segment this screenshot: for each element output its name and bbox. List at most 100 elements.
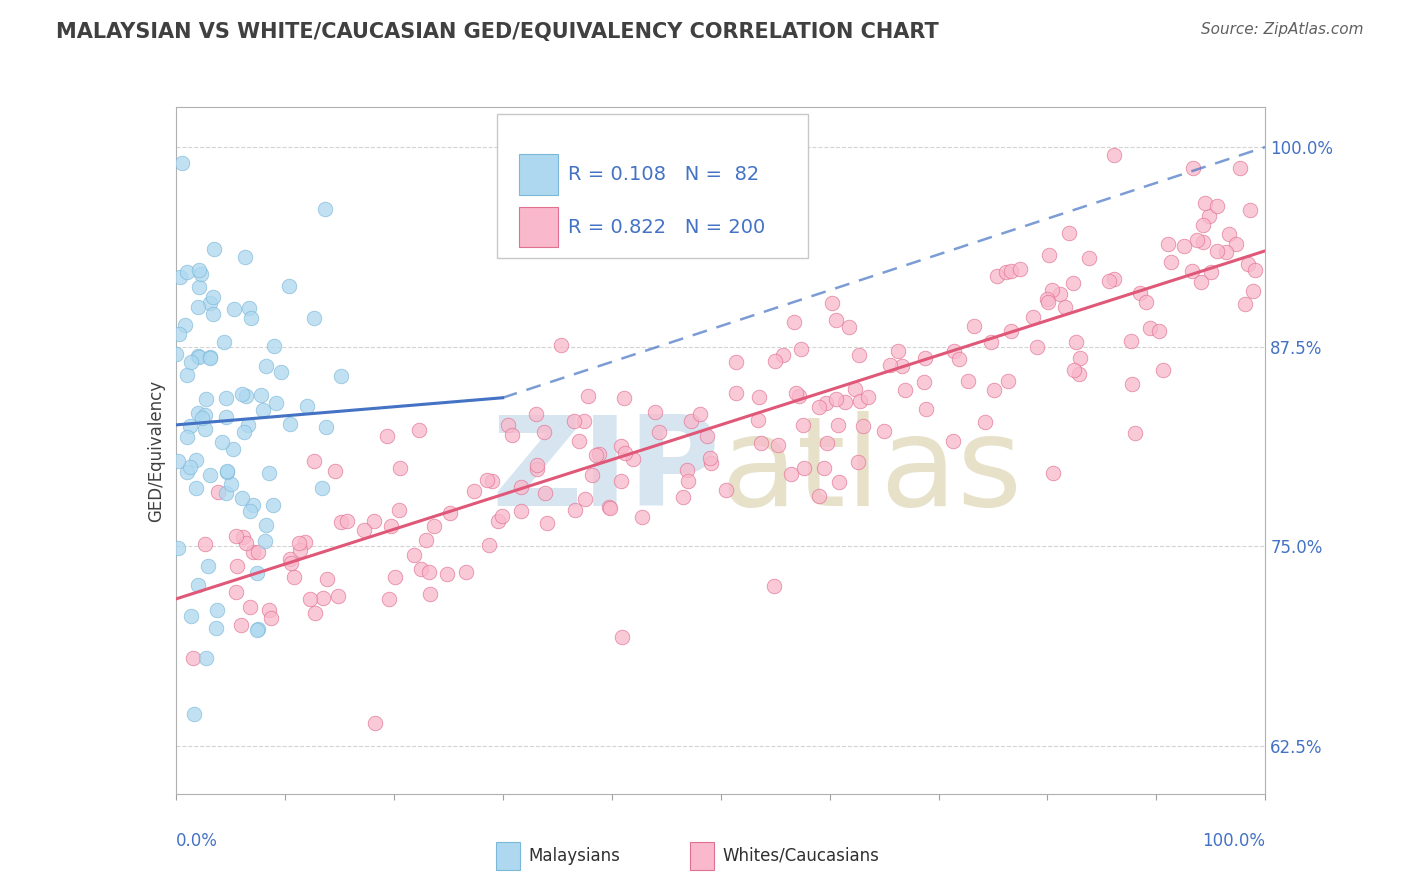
Point bbox=[621, 451, 644, 466]
Y-axis label: GED/Equivalency: GED/Equivalency bbox=[146, 379, 165, 522]
Point bbox=[187, 300, 209, 314]
Point bbox=[380, 519, 402, 533]
Point bbox=[353, 523, 375, 537]
Point bbox=[280, 556, 302, 570]
Point bbox=[330, 515, 353, 529]
Point bbox=[180, 608, 202, 623]
Point bbox=[574, 491, 596, 506]
Point bbox=[277, 278, 299, 293]
Point bbox=[315, 419, 337, 434]
Point bbox=[419, 587, 441, 601]
Point bbox=[408, 423, 430, 437]
Point bbox=[1147, 324, 1170, 338]
Point bbox=[302, 310, 325, 325]
Point bbox=[510, 503, 533, 517]
Point bbox=[235, 536, 257, 550]
Point bbox=[1157, 237, 1180, 252]
Point bbox=[672, 490, 695, 504]
Point bbox=[1199, 265, 1222, 279]
Point bbox=[963, 319, 986, 334]
Point bbox=[418, 566, 440, 580]
Point bbox=[239, 600, 262, 615]
Point bbox=[246, 622, 269, 636]
Point bbox=[423, 519, 446, 533]
Point bbox=[252, 403, 274, 417]
Point bbox=[194, 650, 217, 665]
Point bbox=[1229, 161, 1251, 176]
Point bbox=[1026, 340, 1049, 354]
Point bbox=[486, 515, 509, 529]
Point bbox=[188, 279, 211, 293]
Point bbox=[176, 430, 198, 444]
Point bbox=[588, 447, 610, 461]
Point bbox=[783, 315, 806, 329]
Point bbox=[215, 391, 238, 405]
Point bbox=[1057, 226, 1080, 240]
Point bbox=[298, 592, 321, 607]
Point bbox=[478, 538, 501, 552]
Point bbox=[536, 516, 558, 530]
Point bbox=[225, 585, 247, 599]
Point bbox=[1181, 161, 1204, 175]
Point bbox=[1237, 257, 1260, 271]
Point bbox=[200, 296, 222, 310]
Point bbox=[260, 610, 283, 624]
Point bbox=[1128, 286, 1150, 301]
Point bbox=[202, 307, 225, 321]
Point bbox=[1040, 283, 1063, 297]
Point bbox=[249, 387, 271, 401]
Point bbox=[689, 407, 711, 421]
Point bbox=[598, 500, 620, 514]
Text: R = 0.822   N = 200: R = 0.822 N = 200 bbox=[568, 218, 765, 236]
Point bbox=[1069, 351, 1091, 366]
Point bbox=[254, 534, 277, 549]
Point bbox=[172, 156, 194, 170]
Point bbox=[290, 543, 312, 558]
Point bbox=[323, 464, 346, 478]
Point bbox=[1206, 244, 1229, 258]
Point bbox=[1187, 233, 1209, 247]
FancyBboxPatch shape bbox=[498, 114, 808, 258]
Point bbox=[231, 491, 253, 505]
Point bbox=[166, 454, 188, 468]
Point bbox=[912, 376, 935, 390]
Point bbox=[240, 310, 263, 325]
Point bbox=[200, 351, 222, 365]
Point bbox=[568, 434, 591, 449]
Point bbox=[257, 466, 280, 480]
Point bbox=[1010, 262, 1032, 277]
Point bbox=[763, 579, 786, 593]
Point bbox=[599, 500, 621, 515]
Point bbox=[176, 265, 198, 279]
Point bbox=[779, 467, 801, 481]
Point bbox=[384, 570, 406, 584]
Point bbox=[454, 566, 477, 580]
Point bbox=[792, 418, 814, 433]
Point bbox=[1069, 368, 1091, 382]
Point bbox=[197, 558, 219, 573]
Point bbox=[772, 348, 794, 362]
Bar bbox=[690, 842, 713, 870]
Point bbox=[283, 570, 305, 584]
Point bbox=[232, 530, 254, 544]
Point bbox=[165, 347, 187, 361]
Point bbox=[974, 415, 997, 429]
Point bbox=[1191, 218, 1213, 232]
Point bbox=[748, 390, 770, 404]
Point bbox=[827, 418, 849, 433]
Point bbox=[186, 452, 208, 467]
Point bbox=[676, 463, 699, 477]
Point bbox=[439, 506, 461, 520]
Point bbox=[217, 464, 239, 478]
Point bbox=[328, 589, 350, 603]
Point bbox=[312, 591, 335, 606]
Point bbox=[179, 419, 201, 434]
Point bbox=[893, 383, 915, 397]
Point bbox=[997, 375, 1019, 389]
Point bbox=[246, 544, 269, 558]
Point bbox=[1194, 196, 1216, 211]
Point bbox=[211, 434, 233, 449]
Point bbox=[1036, 293, 1059, 307]
Point bbox=[190, 267, 212, 281]
Point bbox=[948, 351, 970, 366]
